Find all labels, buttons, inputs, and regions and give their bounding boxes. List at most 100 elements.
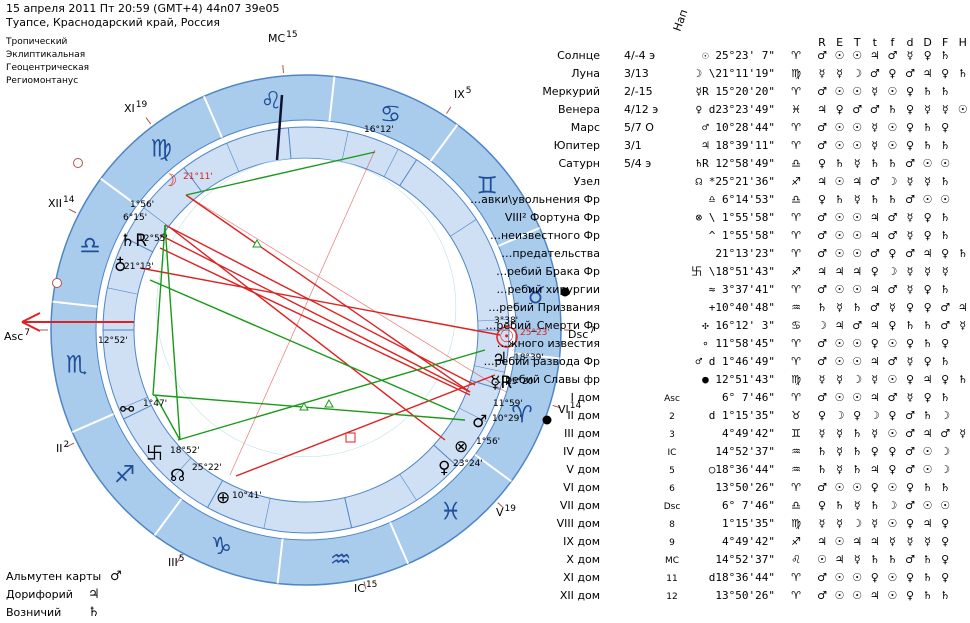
dignity: ♃ [870, 463, 880, 476]
dignity: ☽ [835, 409, 845, 422]
dignity: ♄ [852, 427, 862, 440]
dignity: ☉ [835, 571, 845, 584]
cusp-sup: 7 [589, 326, 595, 336]
dignity: ☽ [887, 175, 897, 188]
dignity: ☉ [887, 517, 897, 530]
house-grid [474, 365, 505, 373]
dignity: ♀ [836, 103, 844, 116]
sign-glyph: ♓ [440, 497, 462, 525]
dignity: ☉ [887, 337, 897, 350]
dignity: ☿ [819, 373, 826, 386]
dignity: ♃ [870, 211, 880, 224]
dignity: ♄ [870, 553, 880, 566]
dignity: ♂ [817, 211, 827, 224]
dignity: ☉ [887, 481, 897, 494]
dignity: ♃ [835, 553, 845, 566]
row-sign: ♍ [791, 67, 801, 80]
dignity: ☉ [835, 139, 845, 152]
row-position: ● 12°51'43" [702, 373, 775, 386]
cusp-sup: 19 [505, 504, 517, 514]
row-sign: ♈ [791, 355, 801, 368]
row-sign: ♈ [791, 283, 801, 296]
house-cusp [123, 404, 152, 420]
row-name: Меркурий [542, 85, 600, 98]
dignity: ☉ [852, 211, 862, 224]
dignity: ♂ [905, 193, 915, 206]
dignity: ♃ [923, 67, 933, 80]
dignity: ☿ [836, 67, 843, 80]
dignity: ♀ [871, 481, 879, 494]
row-position: ^ 1°55'58" [709, 229, 775, 242]
dignity: ☽ [870, 409, 880, 422]
row-sign: ♈ [791, 49, 801, 62]
dignity: ♀ [941, 67, 949, 80]
row-name: …авки\увольнения Фр [470, 193, 600, 206]
setting: Эклиптикальная [6, 50, 85, 60]
row-name: …неизвестного Фр [490, 229, 600, 242]
dignity: ♃ [870, 535, 880, 548]
row-sign: ♓ [791, 103, 801, 116]
dignity: ☉ [887, 589, 897, 602]
point-degree: 1°56' [130, 200, 154, 210]
dignity: ♀ [818, 193, 826, 206]
dignity: ☉ [835, 175, 845, 188]
row-sign: ♈ [791, 121, 801, 134]
row-sign: ♐ [791, 535, 801, 548]
dignity: ♄ [940, 391, 950, 404]
dignity: ♀ [924, 355, 932, 368]
dignity: ♀ [941, 121, 949, 134]
dignity: ♂ [887, 355, 897, 368]
row-sign: ♈ [791, 481, 801, 494]
dignity: ☉ [852, 247, 862, 260]
cusp-tick [497, 502, 505, 509]
row-house: 2 [669, 412, 675, 422]
row-house: 5/7 O [624, 121, 654, 134]
row-name: Луна [571, 67, 600, 80]
row-house: 11 [666, 574, 677, 584]
dignity: ♄ [887, 193, 897, 206]
dignity: ☿ [907, 355, 914, 368]
dignity: ♄ [852, 301, 862, 314]
row-name: V дом [566, 463, 600, 476]
column-header: D [923, 36, 931, 49]
dignity: ♃ [817, 535, 827, 548]
dignity: ♀ [906, 481, 914, 494]
row-position: ♂ 10°28'44" [702, 121, 775, 134]
dignity: ♂ [940, 427, 950, 440]
row-house: Asc [664, 394, 680, 404]
point-degree: 16°12' [364, 125, 394, 135]
dignity: ♄ [817, 445, 827, 458]
row-house: 9 [669, 538, 675, 548]
sign-divider [514, 352, 560, 360]
dignity: ☉ [887, 121, 897, 134]
header-date: 15 апреля 2011 Пт 20:59 (GMT+4) 44n07 39… [6, 2, 279, 15]
dignity: ♃ [923, 517, 933, 530]
dignity: ☉ [852, 571, 862, 584]
point-glyph: ♄R [120, 231, 147, 251]
dignity: ♄ [923, 85, 933, 98]
dignity: ♀ [924, 49, 932, 62]
dignity: ♂ [905, 157, 915, 170]
dignity: ☿ [959, 427, 966, 440]
sign-glyph: ♑ [211, 532, 233, 560]
sign-glyph: ♌ [261, 87, 283, 115]
dignity: ♂ [887, 391, 897, 404]
point-degree: 25°23' [520, 328, 550, 338]
cusp-tick [176, 555, 182, 563]
dignity: ☉ [835, 85, 845, 98]
dignity: ♄ [940, 211, 950, 224]
column-header: t [873, 36, 878, 49]
point-glyph: ☉ [499, 327, 514, 347]
dignity: ☿ [907, 535, 914, 548]
dignity: ♂ [870, 175, 880, 188]
dignity: ♂ [817, 85, 827, 98]
summary-label: Возничий [6, 606, 61, 619]
dignity: ☉ [852, 283, 862, 296]
point-degree: 11°59' [493, 399, 523, 409]
row-house: 12 [666, 592, 677, 602]
row-sign: ♉ [791, 409, 801, 422]
dignity: ☿ [871, 85, 878, 98]
cusp-label: MC [268, 32, 285, 45]
dignity: ☉ [852, 85, 862, 98]
